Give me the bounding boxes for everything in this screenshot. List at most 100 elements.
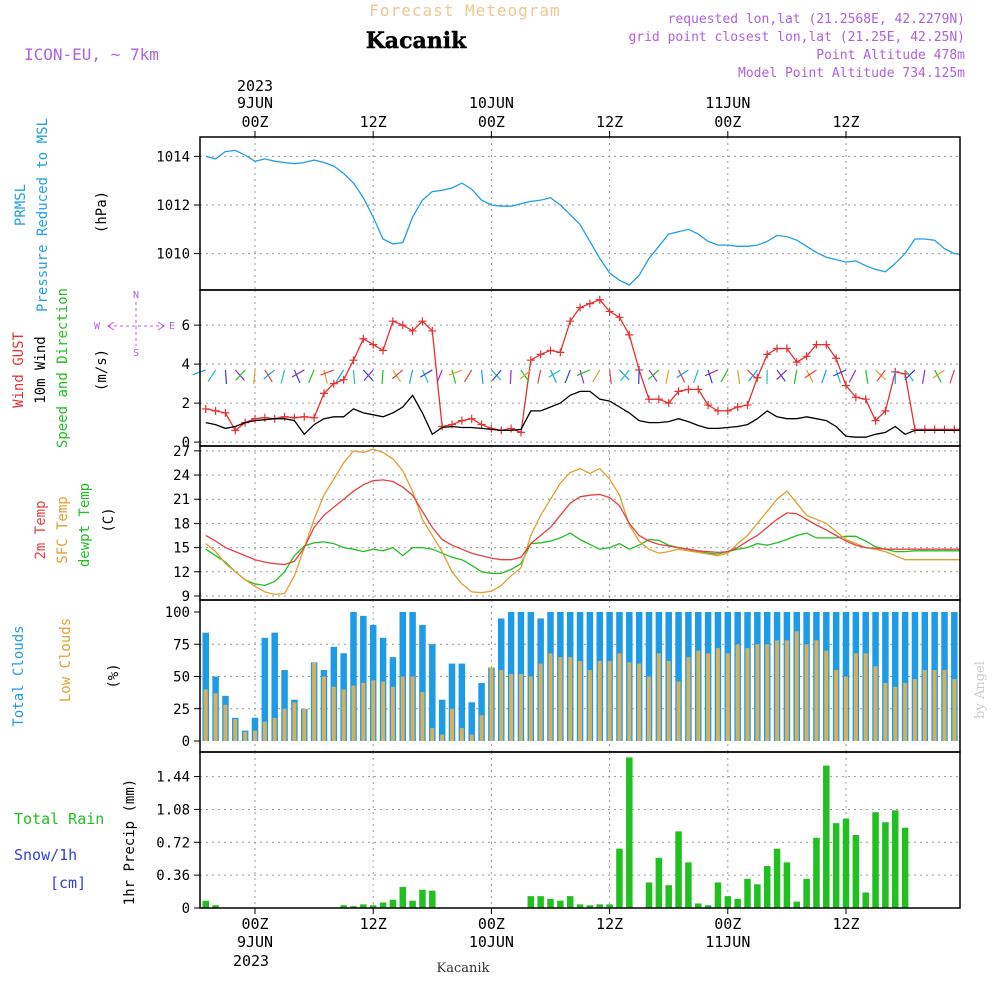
total-clouds-bar [281, 670, 288, 741]
wind-direction-arrow [648, 369, 660, 380]
rain-bar [399, 887, 406, 908]
clouds-panel: Total Clouds Low Clouds (%) [11, 618, 122, 727]
gust-marker [359, 334, 368, 343]
wind-direction-arrow [876, 369, 886, 382]
gust-marker [812, 340, 821, 349]
low-clouds-bar [903, 682, 908, 741]
wind-plot: 0 2 4 6 [182, 289, 961, 451]
wind-direction-arrow [207, 369, 217, 383]
wind-label-10m: 10m Wind [33, 336, 49, 403]
temp-series-line [205, 532, 960, 587]
gust-marker [851, 393, 860, 402]
clouds-ytick-label: 100 [165, 605, 190, 621]
low-clouds-bar [676, 681, 681, 741]
wind-direction-arrow [320, 369, 335, 376]
rain-bar [862, 892, 869, 908]
clouds-ytick-label: 25 [173, 702, 190, 718]
wind-direction-arrow [833, 369, 847, 377]
precip-ytick-label: 0.36 [156, 868, 190, 884]
gust-marker [398, 321, 407, 330]
low-clouds-bar [587, 670, 592, 741]
gust-marker [231, 426, 240, 435]
wind-direction-arrow [264, 369, 273, 383]
top-axis-label: 00Z [241, 113, 268, 131]
precip-ytick-label: 1.08 [156, 802, 190, 818]
rain-bar [369, 905, 377, 908]
gust-marker [546, 346, 555, 355]
low-clouds-bar [706, 653, 711, 741]
total-clouds-bar [478, 682, 485, 741]
total-clouds-bar [271, 632, 278, 741]
gust-marker [536, 350, 545, 359]
rain-bar [872, 812, 879, 908]
low-clouds-bar [430, 728, 435, 741]
gust-marker [457, 416, 466, 425]
wind-direction-arrow [391, 369, 404, 380]
wind-direction-arrow [592, 369, 601, 383]
rain-bar [852, 835, 860, 908]
model-altitude: Model Point Altitude 734.125m [738, 66, 965, 81]
low-clouds-bar [607, 661, 612, 741]
total-clouds-bar [360, 615, 367, 741]
wind-direction-arrow [904, 369, 916, 381]
wind-direction-arrow [737, 369, 741, 384]
low-clouds-bar [597, 661, 602, 741]
wind-direction-arrow [620, 369, 630, 382]
gust-marker [507, 424, 516, 433]
plot-area: 1010101210140246912151821242702550751000… [156, 136, 961, 917]
low-clouds-bar [262, 721, 267, 741]
wind-direction-arrow [519, 369, 532, 380]
low-clouds-bar [637, 663, 642, 741]
low-clouds-bar [853, 653, 858, 741]
wind-direction-arrow [335, 369, 345, 383]
low-clouds-bar [528, 676, 533, 741]
precip-frame [199, 751, 961, 909]
wind-direction-arrow [949, 369, 955, 384]
wind-direction-arrow [419, 369, 433, 378]
wind-direction-arrow [436, 369, 443, 384]
gust-marker [566, 317, 575, 326]
wind-direction-arrow [480, 369, 484, 384]
low-clouds-bar [371, 680, 376, 741]
temp-label-dewpt: dewpt Temp [77, 483, 93, 567]
low-clouds-bar [410, 676, 415, 741]
credit-watermark: by Angel [973, 661, 988, 719]
rain-bar [202, 900, 209, 908]
low-clouds-bar [440, 734, 445, 741]
wind-direction-arrow [363, 369, 374, 381]
low-clouds-bar [292, 702, 297, 741]
wind-direction-arrow [448, 369, 463, 376]
gust-marker [782, 344, 791, 353]
gust-marker [920, 425, 929, 434]
top-axis-label: 00Z [714, 113, 741, 131]
total-clouds-bar [438, 699, 446, 741]
gust-marker [438, 422, 447, 431]
low-clouds-bar [844, 676, 848, 741]
temp-ytick-label: 21 [173, 492, 190, 508]
bottom-axis-label: 00Z [241, 915, 268, 933]
gust-marker [201, 404, 210, 413]
pressure-series-line [205, 149, 960, 286]
rain-bar [714, 882, 722, 908]
top-axis-year: 2023 [237, 77, 273, 95]
top-axis-label: 12Z [832, 113, 859, 131]
low-clouds-bar [341, 689, 346, 741]
clouds-unit: (%) [106, 663, 122, 688]
low-clouds-bar [942, 670, 947, 741]
total-clouds-bar [448, 663, 456, 741]
rain-bar [360, 904, 367, 908]
low-clouds-bar [647, 676, 651, 741]
precip-ytick-label: 0 [182, 901, 190, 917]
rain-bar [813, 837, 820, 908]
precip-plot: 0 0.36 0.72 1.08 1.44 [156, 751, 961, 917]
wind-direction-arrow [291, 369, 305, 378]
low-clouds-bar [233, 719, 238, 741]
precip-ytick-label: 0.72 [156, 835, 190, 851]
clouds-plot: 0 25 50 75 100 [165, 599, 961, 753]
clouds-label-low: Low Clouds [58, 618, 74, 702]
location-title: Kacanik [366, 28, 467, 54]
rain-bar [773, 848, 781, 908]
gust-marker [713, 406, 722, 415]
